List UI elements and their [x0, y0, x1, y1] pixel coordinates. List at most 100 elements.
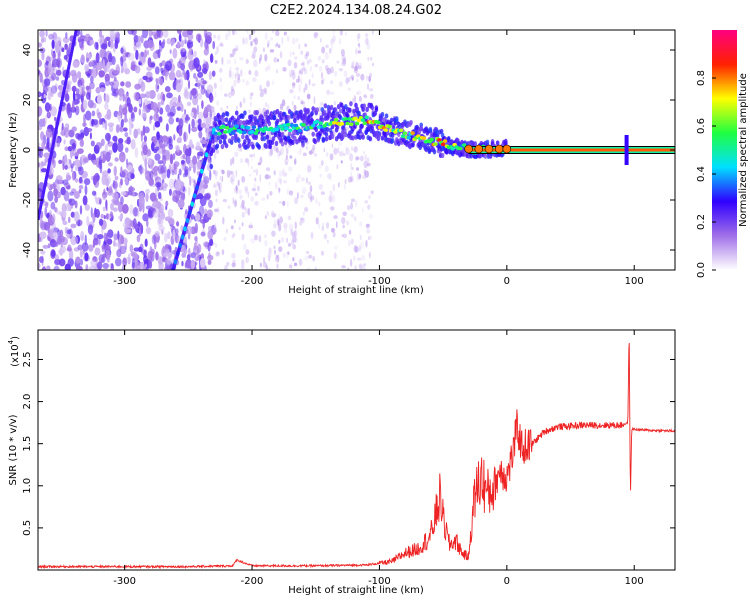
spectrogram-cell: [212, 40, 216, 50]
spectrogram-x-axis-label: Height of straight line (km): [288, 285, 424, 296]
spectrogram-cell: [225, 111, 230, 117]
spectrogram-cell: [131, 257, 135, 269]
spectrogram-cell: [288, 128, 293, 133]
spectrogram-cell: [368, 75, 371, 83]
spectrogram-cell: [233, 30, 238, 35]
spectrogram-cell: [82, 84, 85, 93]
spectrogram-cell: [361, 254, 366, 261]
spectrogram-cell: [358, 128, 362, 134]
spectrogram-cell: [127, 253, 131, 262]
spectrogram-cell: [478, 153, 483, 159]
snr-point: [404, 553, 405, 554]
spectrogram-cell: [310, 195, 315, 201]
spectrogram-cell: [148, 89, 156, 99]
spectrogram-cell: [197, 79, 201, 90]
spectrogram-cell: [96, 94, 103, 105]
spectrogram-cell: [345, 147, 350, 156]
spectrogram-cell: [282, 180, 288, 184]
spectrogram-cell: [157, 160, 164, 165]
spectrogram-cell: [225, 33, 228, 41]
spectrogram-cell: [66, 184, 71, 190]
spectrogram-cell: [111, 91, 118, 97]
spectrogram-cell: [173, 163, 177, 171]
spectrogram-cell: [369, 56, 373, 61]
spectrogram-cell: [71, 85, 77, 92]
spectrogram-cell: [162, 69, 170, 77]
spectrogram-cell: [175, 117, 180, 123]
spectrogram-cell: [69, 159, 72, 165]
spectrogram-cell: [241, 175, 246, 183]
spectrogram-cell: [158, 203, 165, 214]
spectrogram-cell: [110, 262, 114, 269]
spectrogram-cell: [349, 153, 354, 162]
spectrogram-cell: [129, 124, 132, 136]
spectrogram-cell: [99, 198, 102, 205]
spectrogram-cell: [251, 157, 254, 162]
spectrogram-cell: [231, 234, 235, 239]
spectrogram-cell: [173, 259, 178, 265]
spectrogram-cell: [53, 241, 59, 247]
snr-y-tick-label: 1.5: [22, 436, 33, 452]
spectrogram-cell: [294, 197, 299, 205]
spectrogram-cell: [113, 165, 117, 177]
spectrogram-cell: [369, 72, 373, 78]
snr-point: [449, 544, 450, 545]
spectrogram-cell: [105, 36, 111, 41]
spectrogram-cell: [318, 201, 321, 207]
spectrogram-steep-line: [38, 30, 78, 221]
spectrogram-cell: [285, 147, 289, 155]
spectrogram-cell: [165, 104, 171, 113]
spectrogram-cell: [275, 147, 279, 153]
spectrogram-cell: [208, 71, 213, 80]
colorbar-label: Normalized spectral amplitude: [738, 73, 749, 227]
spectrogram-cell: [238, 189, 242, 195]
spectrogram-cell: [360, 241, 365, 250]
spectrogram-cell: [85, 85, 90, 91]
spectrogram-cell: [295, 176, 300, 183]
spectrogram-cell: [289, 50, 292, 58]
spectrogram-cell: [73, 191, 80, 199]
spectrogram-cell: [268, 150, 272, 158]
spectrogram-cell: [342, 128, 347, 134]
spectrogram-cell: [215, 143, 220, 149]
spectrogram-cell: [109, 211, 114, 218]
spectrogram-cell: [120, 81, 125, 87]
spectrogram-cell: [105, 199, 108, 209]
spectrogram-cell: [266, 212, 270, 217]
spectrogram-cell: [325, 44, 329, 48]
spectrogram-cell: [145, 91, 151, 99]
spectrogram-cell: [183, 226, 187, 232]
spectrogram-cell: [71, 126, 77, 132]
spectrogram-cell: [161, 145, 166, 154]
spectrogram-cell: [357, 65, 362, 70]
spectrogram-cell: [207, 229, 214, 240]
spectrogram-cell: [265, 66, 268, 72]
spectrogram-cell: [332, 184, 336, 192]
spectrogram-cell: [127, 52, 135, 61]
spectrogram-cell: [313, 32, 318, 39]
spectrogram-cell: [163, 252, 168, 258]
snr-y-tick-label: 2.0: [22, 394, 33, 410]
spectrogram-cell: [165, 200, 169, 207]
spectrogram-cell: [63, 127, 70, 138]
spectrogram-cell: [196, 92, 203, 100]
spectrogram-cell: [310, 65, 312, 72]
spectrogram-cell: [166, 111, 174, 118]
spectrogram-cell: [215, 172, 218, 180]
spectrogram-cell: [86, 128, 93, 133]
spectrogram-cell: [333, 252, 338, 260]
spectrogram-cell: [276, 42, 279, 47]
spectrogram-cell: [71, 142, 76, 150]
spectrogram-cell: [50, 106, 57, 117]
spectrogram-cell: [222, 139, 227, 145]
snr-point: [500, 468, 501, 469]
spectrogram-cell: [329, 104, 334, 110]
spectrogram-cell: [287, 215, 292, 221]
spectrogram-cell: [284, 225, 288, 234]
spectrogram-cell: [353, 116, 358, 121]
spectrogram-cell: [314, 127, 319, 133]
snr-scale-factor: (x104): [7, 336, 21, 367]
spectrogram-cell: [194, 222, 199, 234]
spectrogram-cell: [82, 195, 88, 206]
spectrogram-cell: [229, 171, 234, 175]
